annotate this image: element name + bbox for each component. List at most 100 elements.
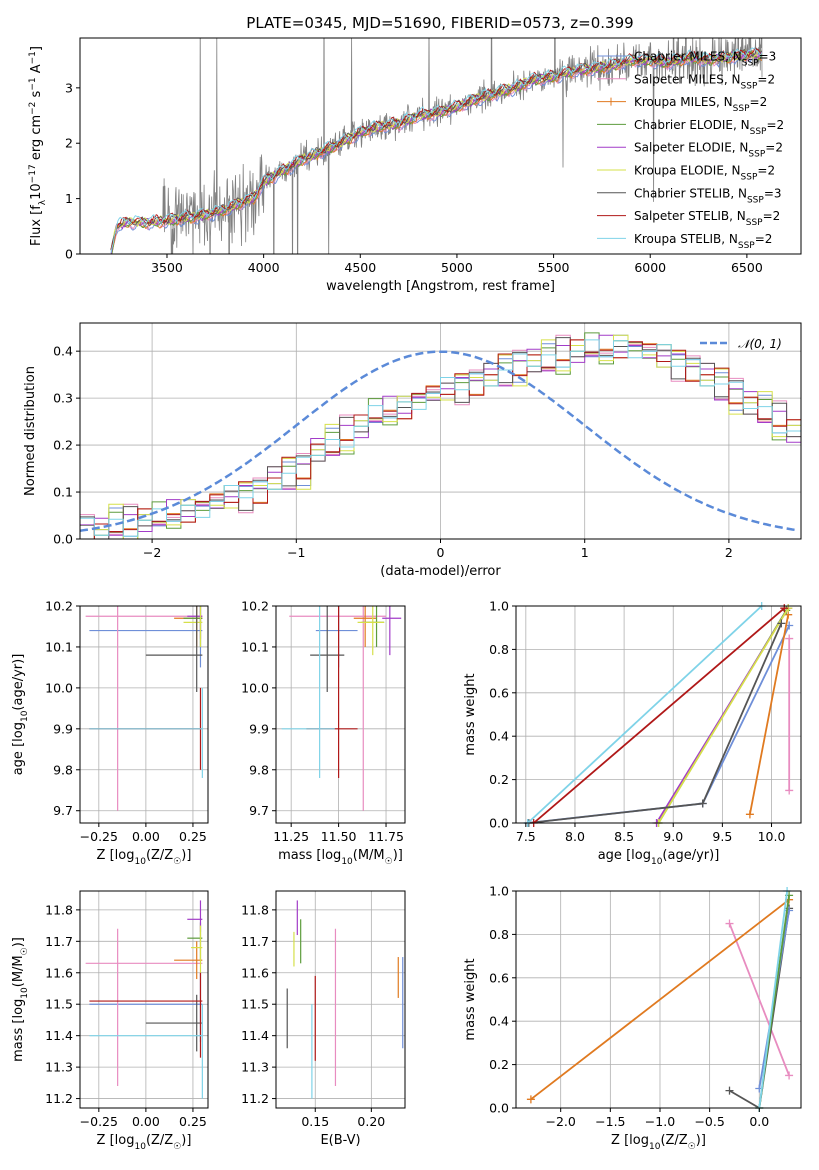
y-tick-label: 0.3 [53, 391, 73, 406]
histogram-line [80, 337, 801, 539]
model-line [110, 47, 762, 251]
x-tick-label: 11.75 [368, 829, 404, 844]
legend-label: Salpeter MILES, NSSP=2 [634, 72, 775, 91]
weight-point [785, 786, 794, 795]
x-tick-label: 6000 [634, 260, 666, 275]
x-tick-label: 5000 [441, 260, 473, 275]
chart-Z-weight: −2.0 −1.5 −1.0 −0.5 0.0 0.0 0.2 0.4 0.6 0.8 1.0 Z [… [463, 884, 802, 1152]
y-tick-label: 2 [65, 136, 73, 151]
weight-point [777, 619, 786, 628]
y-tick-label: 10.2 [241, 599, 269, 614]
plot-frame [275, 605, 406, 824]
legend-label: Salpeter ELODIE, NSSP=2 [634, 141, 783, 160]
x-tick-label: 6500 [731, 260, 763, 275]
y-tick-label: 9.8 [249, 762, 269, 777]
y-tick-label: 0.2 [53, 438, 73, 453]
legend-label: Salpeter STELIB, NSSP=2 [634, 209, 780, 228]
x-tick-label: 2 [725, 545, 733, 560]
y-tick-label: 11.6 [241, 965, 269, 980]
y-tick-label: 0.8 [489, 927, 509, 942]
x-axis-label: mass [log10(M/M☉)] [278, 848, 403, 867]
weight-line [533, 607, 785, 823]
x-tick-label: 7.5 [516, 829, 536, 844]
x-axis-label: Z [log10(Z/Z☉)] [97, 1133, 192, 1152]
x-tick-label: 3500 [151, 260, 183, 275]
weight-line [527, 606, 763, 823]
y-tick-label: 10.0 [45, 680, 73, 695]
x-tick-label: −0.5 [694, 1114, 724, 1129]
y-tick-label: 3 [65, 80, 73, 95]
plot-frame [79, 605, 209, 824]
y-tick-label: 0.0 [53, 532, 73, 547]
y-tick-label: 0.0 [489, 816, 509, 831]
x-axis-label: E(B-V) [320, 1133, 360, 1148]
x-tick-label: −2 [143, 545, 161, 560]
y-tick-label: 10.2 [45, 599, 73, 614]
y-tick-label: 0.0 [489, 1101, 509, 1116]
x-tick-label: 9.0 [663, 829, 683, 844]
y-tick-label: 0.4 [489, 1014, 509, 1029]
y-axis-label: Flux [fλ10−17 erg cm−2 s−1 A−1] [28, 46, 48, 246]
x-axis-label: wavelength [Angstrom, rest frame] [326, 279, 555, 294]
y-tick-label: 11.8 [241, 902, 269, 917]
plot-frame [79, 890, 209, 1109]
weight-point [725, 1086, 734, 1095]
x-tick-label: 0.15 [301, 1114, 329, 1129]
x-tick-label: −0.25 [80, 1114, 118, 1129]
weight-point [698, 799, 707, 808]
y-tick-label: 11.7 [241, 934, 269, 949]
model-line [110, 47, 763, 253]
x-axis-label: Z [log10(Z/Z☉)] [611, 1133, 706, 1152]
legend-label: Chabrier ELODIE, NSSP=2 [634, 118, 784, 137]
plot-frame [515, 605, 802, 824]
y-tick-label: 10.0 [241, 680, 269, 695]
legend-label: Kroupa MILES, NSSP=2 [634, 95, 767, 114]
weight-line [657, 607, 789, 823]
y-tick-label: 0.4 [53, 344, 73, 359]
x-tick-label: 1 [581, 545, 589, 560]
x-tick-label: 10.0 [758, 829, 786, 844]
x-tick-label: 0 [437, 545, 445, 560]
x-tick-label: −2.0 [546, 1114, 576, 1129]
y-tick-label: 9.8 [53, 762, 73, 777]
x-tick-label: 8.0 [565, 829, 585, 844]
y-tick-label: 11.7 [45, 934, 73, 949]
y-tick-label: 9.9 [249, 721, 269, 736]
x-tick-label: 0.25 [179, 1114, 207, 1129]
chart-residuals: 𝒩(0, 1) −2 −1 0 1 2 0.0 0.1 0.2 0.3 0.4 (data-model… [23, 322, 802, 579]
y-tick-label: 1.0 [489, 599, 509, 614]
y-tick-label: 10.1 [241, 639, 269, 654]
y-tick-label: 11.2 [241, 1091, 269, 1106]
observed-spectrum-line [110, 38, 763, 254]
x-tick-label: 8.5 [614, 829, 634, 844]
y-tick-label: 0 [65, 247, 73, 262]
weight-line [749, 614, 790, 815]
x-tick-label: 0.25 [179, 829, 207, 844]
plot-frame [515, 890, 802, 1109]
histogram-line [80, 334, 801, 539]
x-tick-label: 0.20 [357, 1114, 385, 1129]
plot-frame [79, 37, 802, 255]
y-tick-label: 1.0 [489, 884, 509, 899]
x-axis-label: age [log10(age/yr)] [598, 848, 720, 867]
y-tick-label: 0.6 [489, 970, 509, 985]
legend-label: 𝒩(0, 1) [738, 337, 782, 351]
weight-line [758, 891, 788, 1108]
chart-age-weight: 7.5 8.0 8.5 9.0 9.5 10.0 0.0 0.2 0.4 0.6 0.8 1.0 age… [463, 599, 802, 867]
y-tick-label: 11.4 [241, 1028, 269, 1043]
weight-point [785, 1071, 794, 1080]
y-tick-label: 0.8 [489, 642, 509, 657]
x-tick-label: 11.25 [273, 829, 309, 844]
x-axis-label: (data-model)/error [380, 564, 501, 579]
y-tick-label: 0.2 [489, 1057, 509, 1072]
y-tick-label: 9.7 [53, 803, 73, 818]
histogram-line [80, 339, 801, 537]
y-axis-label: age [log10(age/yr)] [11, 654, 30, 776]
x-tick-label: 11.50 [321, 829, 357, 844]
histogram-line [80, 334, 801, 539]
y-tick-label: 11.8 [45, 902, 73, 917]
x-tick-label: −0.25 [80, 829, 118, 844]
x-axis-label: Z [log10(Z/Z☉)] [97, 848, 192, 867]
x-tick-label: 4500 [344, 260, 376, 275]
